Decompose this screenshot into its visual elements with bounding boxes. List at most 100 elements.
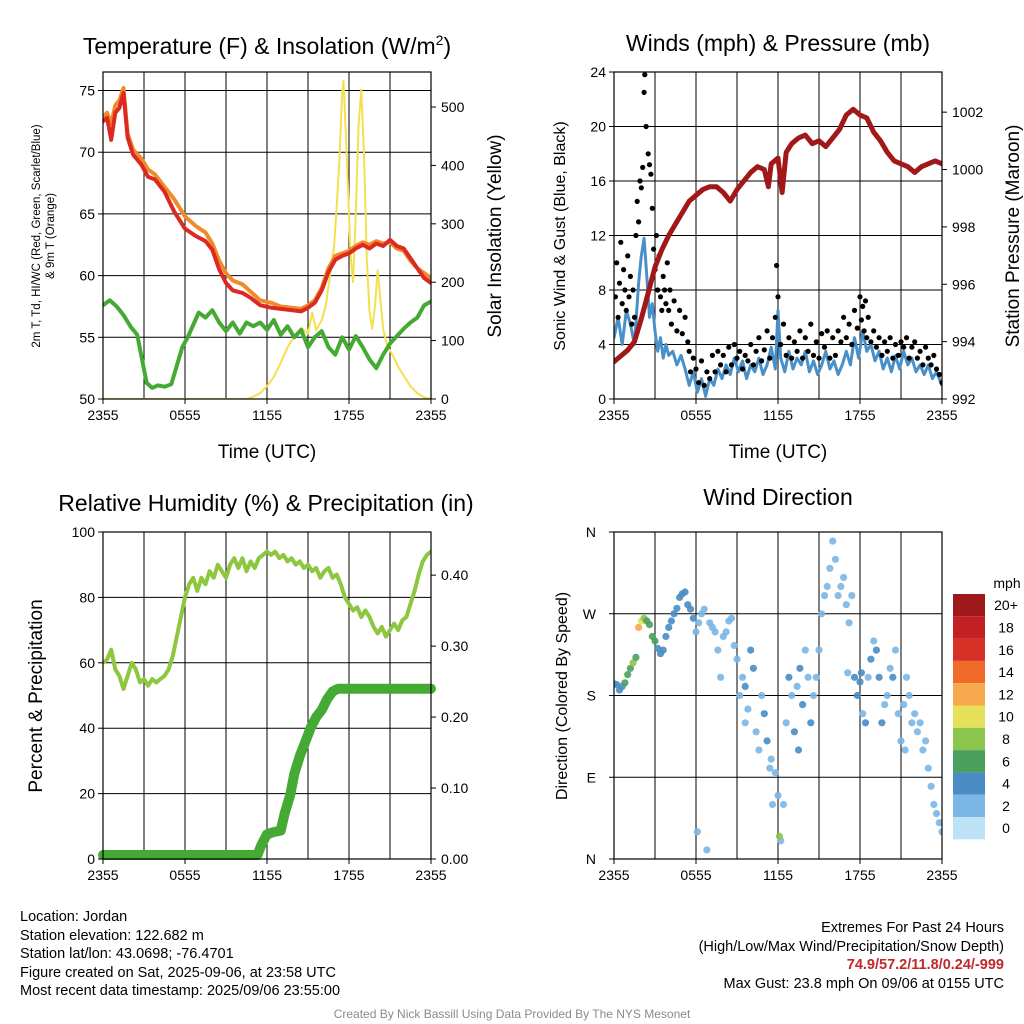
humidity-precip-line	[98, 683, 436, 860]
wind-direction-point	[812, 673, 820, 681]
wind-direction-point	[831, 555, 840, 563]
wind-direction-xtick-label: 2355	[598, 867, 629, 883]
winds-pressure-line	[614, 106, 942, 365]
gust-point	[690, 355, 696, 361]
wind-direction-point	[815, 646, 823, 654]
wind-direction-point	[938, 828, 942, 836]
gust-point	[783, 352, 789, 358]
wind-direction-point	[927, 782, 935, 790]
gust-point	[753, 348, 759, 354]
wind-direction-point	[818, 610, 826, 618]
wind-direction-point	[845, 619, 853, 627]
gust-point	[742, 352, 748, 358]
wind-direction-point	[673, 604, 681, 612]
humidity-ytick-label: 60	[79, 655, 95, 671]
footer-credit: Created By Nick Bassill Using Data Provi…	[333, 1007, 691, 1021]
legend-swatch	[953, 683, 985, 706]
wind-direction-point	[902, 673, 911, 681]
gust-point	[764, 328, 770, 334]
winds-xtick-label: 1155	[763, 407, 793, 423]
gust-point	[864, 335, 870, 341]
wind-direction-point	[659, 646, 667, 654]
extremes-values: 74.9/57.2/11.8/0.24/-999	[846, 957, 1004, 973]
wind-direction-point	[829, 537, 837, 545]
gust-point	[873, 344, 880, 350]
wind-direction-point	[930, 800, 938, 809]
station-info: Location: Jordan Station elevation: 122.…	[20, 908, 340, 1001]
gust-point	[876, 335, 882, 341]
gust-point	[614, 260, 620, 266]
gust-point	[928, 362, 934, 368]
humidity-xtick-label: 1755	[333, 867, 364, 883]
gust-point	[843, 335, 849, 341]
gust-point	[739, 366, 746, 372]
gust-point	[800, 355, 806, 361]
wind-direction-point	[741, 682, 749, 691]
gust-point	[851, 307, 858, 313]
legend-label: 2	[1002, 798, 1010, 814]
wind-direction-point	[924, 764, 932, 772]
gust-point	[686, 348, 692, 354]
gust-point	[890, 355, 896, 361]
wind-direction-point	[651, 637, 659, 645]
gust-point	[887, 335, 893, 341]
legend-label: 0	[1002, 820, 1010, 836]
gust-point	[671, 298, 677, 304]
gust-point	[838, 339, 844, 345]
wind-direction-point	[932, 810, 941, 818]
gust-point	[698, 358, 705, 364]
legend-swatch	[953, 705, 985, 728]
wind-direction-xtick-label: 2355	[926, 867, 957, 883]
gust-point	[621, 267, 627, 273]
gust-point	[898, 339, 904, 345]
wind-direction-point	[665, 623, 673, 632]
wind-direction-point	[850, 673, 859, 681]
wind-direction-point	[875, 673, 883, 681]
gust-point	[748, 341, 754, 348]
winds-xtick-label: 0555	[680, 407, 711, 423]
solar-y2tick-label: 400	[441, 157, 465, 173]
gust-point	[668, 321, 675, 327]
wind-direction-point	[645, 621, 654, 629]
gust-point	[906, 355, 912, 361]
gust-point	[849, 341, 855, 348]
gust-point	[622, 287, 628, 293]
precip-y2tick-label: 0.40	[441, 567, 468, 583]
precip-y2tick-label: 0.10	[441, 780, 468, 796]
wind-direction-point	[670, 610, 678, 618]
legend-swatch	[953, 616, 985, 639]
wind-direction-point	[662, 632, 670, 641]
gust-point	[643, 123, 649, 130]
temperature-insolation-panel: Temperature (F) & Insolation (W/m2) Time…	[31, 32, 506, 463]
wind-direction-point	[861, 719, 870, 727]
wind-direction-point	[913, 728, 922, 736]
legend-title: mph	[993, 575, 1020, 591]
temperature-ytick-label: 60	[79, 268, 95, 284]
wind-direction-point	[621, 679, 629, 687]
winds-ytick-label: 20	[590, 119, 606, 135]
wind-direction-point	[794, 746, 803, 754]
wind-direction-point	[826, 564, 834, 572]
wind-direction-point	[881, 701, 889, 709]
gust-point	[731, 341, 737, 348]
gust-point	[630, 287, 636, 293]
extremes-subtitle: (High/Low/Max Wind/Precipitation/Snow De…	[698, 938, 1004, 955]
wind-direction-point	[857, 669, 866, 677]
gust-point	[696, 380, 702, 386]
wind-direction-xtick-label: 0555	[680, 867, 711, 883]
wind-direction-point	[842, 601, 850, 609]
humidity-y-axis-label: Percent & Precipitation	[26, 599, 47, 792]
gust-point	[633, 232, 639, 239]
wind-direction-point	[823, 582, 831, 591]
gust-point	[679, 331, 685, 337]
gust-point	[646, 162, 653, 168]
gust-point	[868, 339, 874, 345]
humidity-ytick-label: 0	[87, 851, 95, 867]
gust-point	[659, 307, 665, 313]
wind-direction-point	[870, 637, 878, 645]
winds-xtick-label: 2355	[926, 407, 957, 423]
gust-point	[912, 339, 918, 345]
gust-point	[936, 371, 942, 378]
gust-point	[629, 321, 635, 327]
gust-point	[871, 328, 877, 334]
